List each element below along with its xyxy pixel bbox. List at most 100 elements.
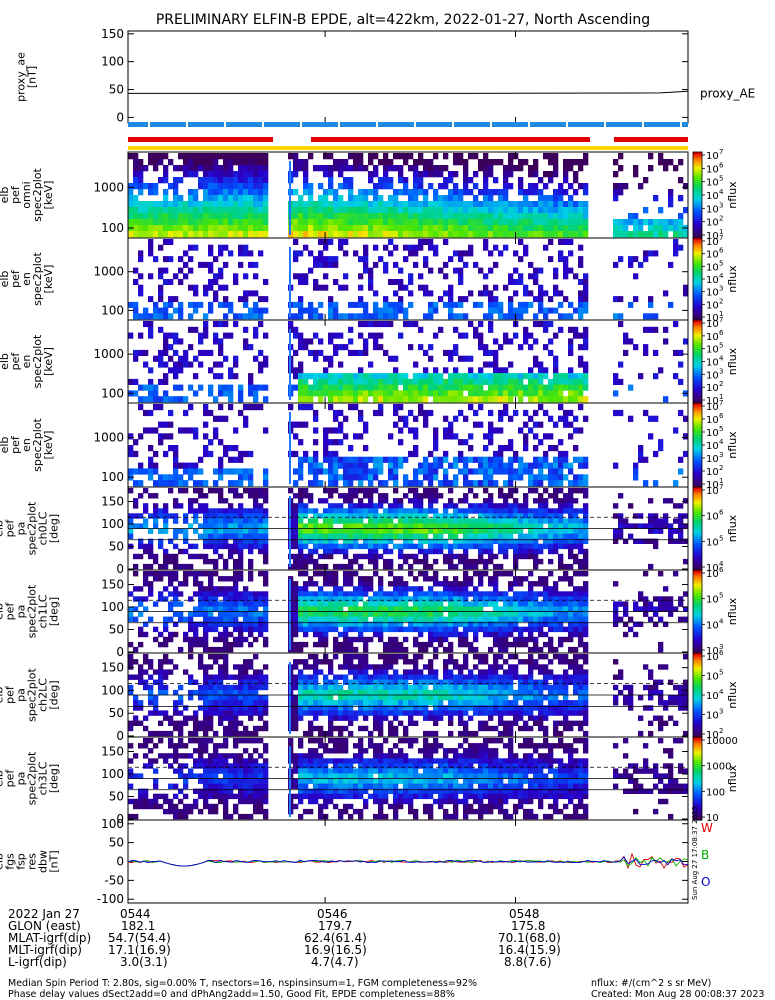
spectrogram-cell	[523, 326, 529, 333]
spectrogram-cell	[528, 373, 534, 380]
spectrogram-cell	[583, 503, 589, 509]
spectrogram-cell	[553, 445, 559, 452]
spectrogram-cell	[378, 586, 384, 592]
spectrogram-cell	[353, 636, 359, 643]
spectrogram-cell	[353, 493, 359, 499]
spectrogram-cell	[138, 177, 144, 184]
spectrogram-cell	[613, 296, 619, 303]
spectrogram-cell	[173, 468, 179, 475]
spectrogram-cell	[323, 378, 329, 385]
spectrogram-cell	[428, 244, 434, 251]
spectrogram-cell	[178, 301, 184, 308]
spectrogram-cell	[173, 367, 179, 374]
spectrogram-cell	[408, 596, 414, 602]
spectrogram-cell	[233, 313, 239, 320]
spectrogram-cell	[503, 171, 509, 178]
spectrogram-cell	[498, 301, 504, 308]
spectrogram-cell	[328, 261, 334, 268]
spectrogram-cell	[433, 439, 439, 446]
spectrogram-cell	[253, 207, 259, 214]
spectrogram-cell	[158, 213, 164, 220]
spectrogram-cell	[333, 601, 339, 607]
spectrogram-cell	[393, 244, 399, 251]
spectrogram-cell	[573, 189, 579, 196]
spectrogram-cell	[198, 553, 204, 560]
spectrogram-cell	[258, 349, 264, 356]
spectrogram-cell	[313, 616, 319, 622]
spectrogram-cell	[428, 373, 434, 380]
spectrogram-cell	[443, 165, 449, 172]
spectrogram-cell	[418, 513, 424, 519]
spectrogram-cell	[508, 207, 514, 214]
spectrogram-cell	[498, 523, 504, 529]
spectrogram-cell	[413, 533, 419, 539]
spectrogram-cell	[298, 616, 304, 622]
spectrogram-cell	[508, 523, 514, 529]
spectrogram-cell	[393, 528, 399, 534]
spectrogram-cell	[148, 296, 154, 303]
spectrogram-cell	[173, 384, 179, 391]
spectrogram-cell	[683, 284, 689, 291]
spectrogram-cell	[398, 390, 404, 397]
spectrogram-cell	[233, 219, 239, 226]
spectrogram-cell	[193, 480, 199, 487]
spectrogram-cell	[473, 225, 479, 232]
spectrogram-cell	[418, 219, 424, 226]
spectrogram-cell	[493, 177, 499, 184]
spectrogram-cell	[303, 165, 309, 172]
spectrogram-cell	[348, 373, 354, 380]
spectrogram-cell	[253, 183, 259, 190]
spectrogram-cell	[258, 528, 264, 534]
colorbar-cell	[693, 349, 702, 352]
colorbar-cell	[693, 192, 702, 196]
spectrogram-cell	[433, 427, 439, 434]
spectrogram-cell	[328, 307, 334, 314]
spectrogram-cell	[133, 596, 139, 602]
spectrogram-cell	[493, 641, 499, 648]
spectrogram-cell	[578, 279, 584, 285]
spectrogram-cell	[418, 231, 424, 238]
spectrogram-cell	[323, 373, 329, 380]
spectrogram-cell	[503, 165, 509, 172]
spectrogram-cell	[263, 213, 269, 220]
spectrogram-cell	[293, 207, 299, 214]
spectrogram-cell	[373, 591, 379, 597]
spectrogram-cell	[323, 591, 329, 597]
spectrogram-cell	[263, 493, 269, 499]
spectrogram-cell	[378, 513, 384, 519]
spectrogram-cell	[318, 313, 324, 320]
spectrogram-cell	[578, 313, 584, 320]
spectrogram-cell	[363, 321, 369, 328]
spectrogram-cell	[343, 213, 349, 220]
spectrogram-cell	[298, 586, 304, 592]
spectrogram-cell	[413, 165, 419, 172]
spectrogram-cell	[228, 533, 234, 539]
colorbar-tick-label: 10	[706, 218, 719, 229]
spectrogram-cell	[368, 611, 374, 617]
spectrogram-cell	[213, 183, 219, 190]
spectrogram-cell	[578, 427, 584, 434]
spectrogram-cell	[173, 332, 179, 339]
spectrogram-cell	[298, 558, 304, 565]
spectrogram-cell	[448, 313, 454, 320]
spectrogram-cell	[263, 474, 269, 481]
spectrogram-cell	[458, 641, 464, 648]
spectrogram-cell	[293, 528, 299, 534]
spectrogram-cell	[133, 355, 139, 362]
spectrogram-cell	[453, 616, 459, 622]
spectrogram-cell	[398, 219, 404, 226]
colorbar-cell	[693, 287, 702, 290]
spectrogram-cell	[618, 513, 624, 519]
spectrogram-cell	[523, 390, 529, 397]
spectrogram-cell	[458, 586, 464, 592]
spectrogram-cell	[168, 396, 174, 403]
spectrogram-cell	[358, 563, 364, 570]
spectrogram-cell	[263, 225, 269, 232]
spectrogram-cell	[558, 213, 564, 220]
spectrogram-cell	[348, 621, 354, 627]
spectrogram-cell	[198, 201, 204, 208]
spectrogram-cell	[358, 213, 364, 220]
colorbar-cell	[693, 453, 702, 457]
spectrogram-cell	[208, 616, 214, 622]
spectrogram-cell	[318, 621, 324, 627]
